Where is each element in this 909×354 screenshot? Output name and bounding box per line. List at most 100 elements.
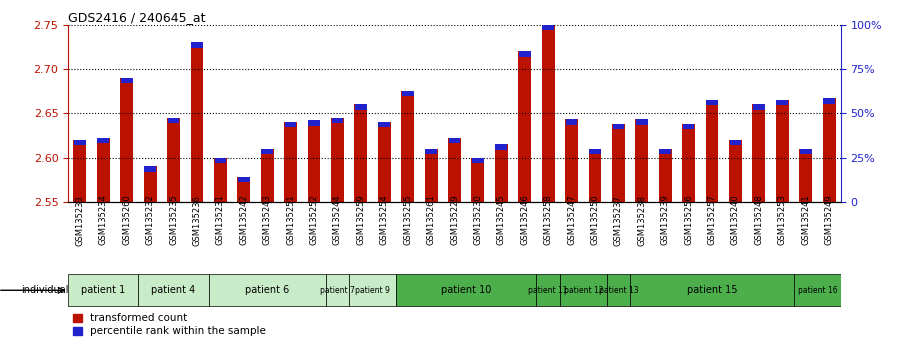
- Bar: [325, 274, 349, 306]
- Text: patient 1: patient 1: [81, 285, 125, 295]
- Bar: [74, 140, 86, 202]
- Bar: [425, 149, 437, 202]
- Bar: [536, 274, 560, 306]
- Bar: [823, 98, 835, 202]
- Bar: [589, 149, 601, 154]
- Text: GSM135257: GSM135257: [707, 195, 716, 245]
- Bar: [331, 118, 344, 202]
- Text: GSM135235: GSM135235: [169, 195, 178, 245]
- Bar: [449, 138, 460, 143]
- Text: GSM135241: GSM135241: [801, 195, 810, 245]
- Text: GSM135259: GSM135259: [356, 195, 365, 245]
- Bar: [776, 100, 789, 202]
- Text: GSM135244: GSM135244: [333, 195, 342, 245]
- Bar: [145, 166, 156, 172]
- Text: GSM135231: GSM135231: [215, 195, 225, 245]
- Bar: [167, 118, 180, 202]
- Bar: [402, 91, 414, 97]
- Text: patient 16: patient 16: [797, 286, 837, 295]
- Bar: [167, 118, 179, 123]
- Bar: [495, 144, 507, 150]
- Text: GSM135255: GSM135255: [404, 195, 412, 245]
- Bar: [560, 274, 606, 306]
- Legend: transformed count, percentile rank within the sample: transformed count, percentile rank withi…: [74, 313, 266, 336]
- Text: GSM135247: GSM135247: [567, 195, 576, 245]
- Text: GSM135233: GSM135233: [75, 195, 85, 246]
- Bar: [565, 120, 577, 125]
- Bar: [448, 138, 461, 202]
- Bar: [612, 124, 624, 202]
- Bar: [630, 274, 794, 306]
- Bar: [97, 138, 109, 143]
- Bar: [262, 149, 273, 154]
- Bar: [799, 149, 812, 202]
- Bar: [659, 149, 671, 154]
- Text: GSM135251: GSM135251: [286, 195, 295, 245]
- Text: GSM135260: GSM135260: [122, 195, 131, 245]
- Bar: [396, 274, 536, 306]
- Bar: [307, 120, 321, 202]
- Bar: [706, 100, 718, 105]
- Text: GSM135249: GSM135249: [824, 195, 834, 245]
- Bar: [659, 149, 672, 202]
- Bar: [209, 274, 325, 306]
- Text: GSM135256: GSM135256: [684, 195, 694, 245]
- Bar: [494, 144, 508, 202]
- Text: patient 12: patient 12: [564, 286, 603, 295]
- Text: GSM135252: GSM135252: [310, 195, 318, 245]
- Bar: [237, 177, 250, 202]
- Text: GSM135246: GSM135246: [520, 195, 529, 245]
- Bar: [332, 118, 344, 123]
- Text: GSM135250: GSM135250: [591, 195, 599, 245]
- Bar: [588, 149, 602, 202]
- Text: GSM135230: GSM135230: [474, 195, 483, 245]
- Bar: [425, 149, 437, 154]
- Text: GSM135261: GSM135261: [426, 195, 435, 245]
- Bar: [68, 274, 138, 306]
- Bar: [518, 51, 531, 202]
- Bar: [349, 274, 396, 306]
- Bar: [705, 100, 718, 202]
- Bar: [729, 140, 742, 202]
- Bar: [261, 149, 274, 202]
- Bar: [214, 158, 227, 202]
- Bar: [285, 122, 296, 127]
- Bar: [355, 104, 366, 110]
- Text: GSM135248: GSM135248: [754, 195, 764, 245]
- Text: patient 7: patient 7: [320, 286, 355, 295]
- Bar: [120, 78, 133, 202]
- Text: GSM135253: GSM135253: [778, 195, 787, 245]
- Bar: [565, 119, 578, 202]
- Text: GSM135239: GSM135239: [661, 195, 670, 245]
- Text: patient 13: patient 13: [599, 286, 638, 295]
- Bar: [635, 119, 648, 202]
- Bar: [543, 25, 554, 30]
- Bar: [355, 104, 367, 202]
- Bar: [144, 166, 156, 202]
- Bar: [97, 138, 110, 202]
- Text: GSM135242: GSM135242: [239, 195, 248, 245]
- Bar: [138, 274, 209, 306]
- Text: patient 4: patient 4: [152, 285, 195, 295]
- Text: patient 10: patient 10: [441, 285, 492, 295]
- Bar: [730, 140, 742, 145]
- Bar: [215, 158, 226, 163]
- Bar: [519, 51, 531, 57]
- Bar: [74, 140, 85, 145]
- Bar: [636, 120, 648, 125]
- Bar: [472, 158, 484, 202]
- Bar: [794, 274, 841, 306]
- Bar: [191, 42, 204, 202]
- Text: patient 11: patient 11: [528, 286, 568, 295]
- Bar: [753, 104, 764, 110]
- Bar: [682, 124, 695, 202]
- Bar: [121, 78, 133, 83]
- Bar: [606, 274, 630, 306]
- Bar: [824, 98, 835, 104]
- Text: GSM135234: GSM135234: [99, 195, 108, 245]
- Text: GSM135245: GSM135245: [497, 195, 505, 245]
- Bar: [238, 177, 250, 182]
- Text: GSM135254: GSM135254: [380, 195, 389, 245]
- Bar: [613, 124, 624, 129]
- Text: GSM135236: GSM135236: [193, 195, 202, 246]
